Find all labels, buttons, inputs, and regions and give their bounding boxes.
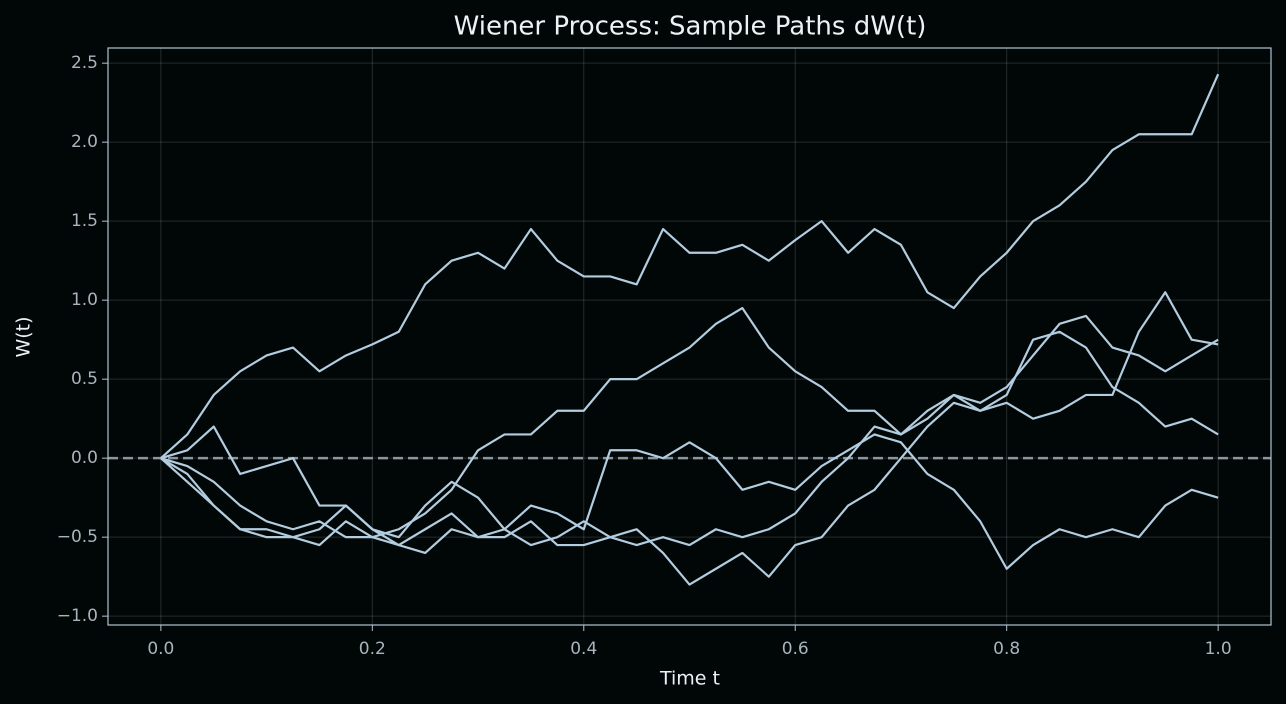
- plot-frame: [107, 47, 1272, 626]
- chart-title: Wiener Process: Sample Paths dW(t): [454, 12, 927, 42]
- series-line: [160, 291, 1219, 547]
- x-tick-label: 0.8: [993, 639, 1020, 659]
- x-tick-label: 0.6: [782, 639, 809, 659]
- y-tick-label: 0.0: [71, 448, 98, 468]
- y-tick-label: 0.5: [71, 369, 98, 389]
- series-line: [160, 425, 1219, 570]
- y-tick-label: 1.0: [71, 290, 98, 310]
- y-tick-label: −1.0: [57, 606, 98, 626]
- series-line: [160, 330, 1219, 586]
- x-tick-label: 0.4: [570, 639, 597, 659]
- y-tick-label: 1.5: [71, 211, 98, 231]
- series-line: [160, 314, 1219, 555]
- y-tick-label: 2.5: [71, 53, 98, 73]
- x-tick-label: 0.2: [359, 639, 386, 659]
- y-tick-label: −0.5: [57, 527, 98, 547]
- x-tick-label: 1.0: [1205, 639, 1232, 659]
- x-axis-label: Time t: [659, 668, 720, 690]
- y-axis-label: W(t): [13, 316, 35, 357]
- y-tick-label: 2.0: [71, 132, 98, 152]
- series-line: [160, 73, 1220, 459]
- x-tick-label: 0.0: [147, 639, 174, 659]
